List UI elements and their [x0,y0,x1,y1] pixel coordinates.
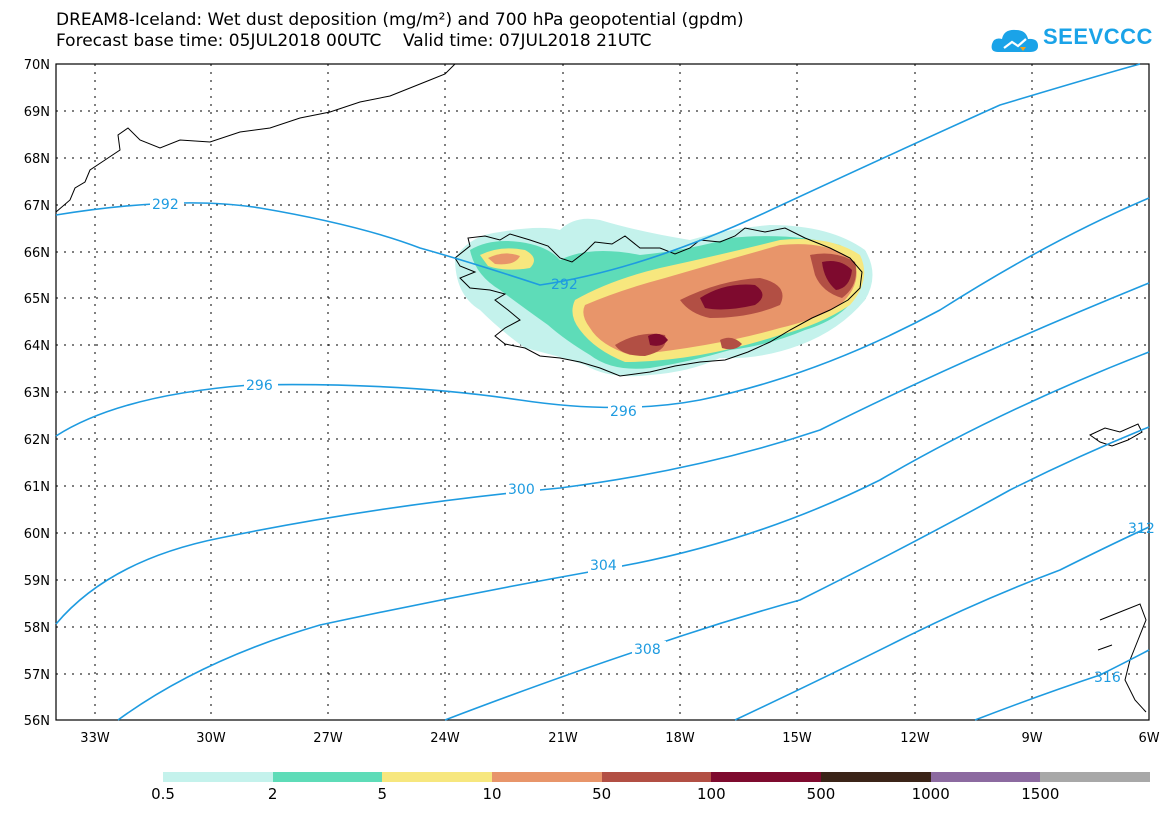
latitude-labels: 70N 69N 68N 67N 66N 65N 64N 63N 62N 61N … [24,58,50,729]
lon-label: 6W [1138,731,1159,746]
lat-label: 63N [24,386,50,401]
legend-label: 10 [482,785,502,803]
legend-label: 0.5 [151,785,175,803]
lon-label: 18W [665,731,695,746]
contour-label: 292 [152,197,179,213]
lon-label: 27W [313,731,343,746]
lon-label: 15W [782,731,812,746]
legend-swatch [821,772,931,782]
contour-label: 300 [508,482,535,498]
dust-deposition-field [455,218,873,377]
legend-swatch [382,772,493,782]
map-frame [55,63,1150,721]
lat-label: 58N [24,621,50,636]
contour-label: 296 [610,404,637,420]
lat-label: 59N [24,574,50,589]
lon-label: 21W [548,731,578,746]
map-subtitle: Forecast base time: 05JUL2018 00UTC Vali… [56,31,652,51]
contour-label: 304 [590,558,617,574]
longitude-labels: 33W 30W 27W 24W 21W 18W 15W 12W 9W 6W [80,731,1159,746]
legend-swatch [272,772,383,782]
lat-label: 66N [24,246,50,261]
legend-label: 1500 [1021,785,1060,803]
contour-label: 316 [1094,670,1121,686]
color-legend [163,772,1151,782]
contour-label: 292 [551,277,578,293]
graticule [56,64,1149,720]
legend-label: 1000 [911,785,950,803]
logo-text: SEEVCCC [1043,24,1153,49]
legend-label: 5 [377,785,388,803]
legend-swatch [492,772,602,782]
legend-label: 500 [806,785,836,803]
greenland-coastline [55,63,456,213]
legend-label: 100 [697,785,726,803]
lat-label: 70N [24,58,50,73]
contour-label: 312 [1128,521,1155,537]
lat-label: 64N [24,339,50,354]
contour-labels: 292 292 296 296 300 304 308 312 316 [150,196,1155,686]
lon-label: 24W [430,731,460,746]
lat-label: 62N [24,433,50,448]
iceland-coastline [454,227,863,377]
map-title: DREAM8-Iceland: Wet dust deposition (mg/… [56,10,744,30]
lat-label: 65N [24,292,50,307]
contour-label: 308 [634,642,661,658]
legend-swatch [601,772,712,782]
legend-label: 50 [592,785,612,803]
lat-label: 57N [24,668,50,683]
faroe-coastline [1089,423,1143,447]
lat-label: 56N [24,714,50,729]
lon-label: 9W [1021,731,1042,746]
legend-swatch [711,772,822,782]
legend-swatch [930,772,1041,782]
legend-swatch [1040,772,1151,782]
lon-label: 33W [80,731,110,746]
legend-swatch [163,772,273,782]
lat-label: 69N [24,105,50,120]
lat-label: 67N [24,199,50,214]
legend-label: 2 [267,785,278,803]
lat-label: 60N [24,527,50,542]
cloud-logo-icon [991,29,1038,52]
lat-label: 61N [24,480,50,495]
lon-label: 12W [900,731,930,746]
lon-label: 30W [196,731,226,746]
contour-label: 296 [246,378,273,394]
lat-label: 68N [24,152,50,167]
scotland-coastline [1097,603,1147,713]
